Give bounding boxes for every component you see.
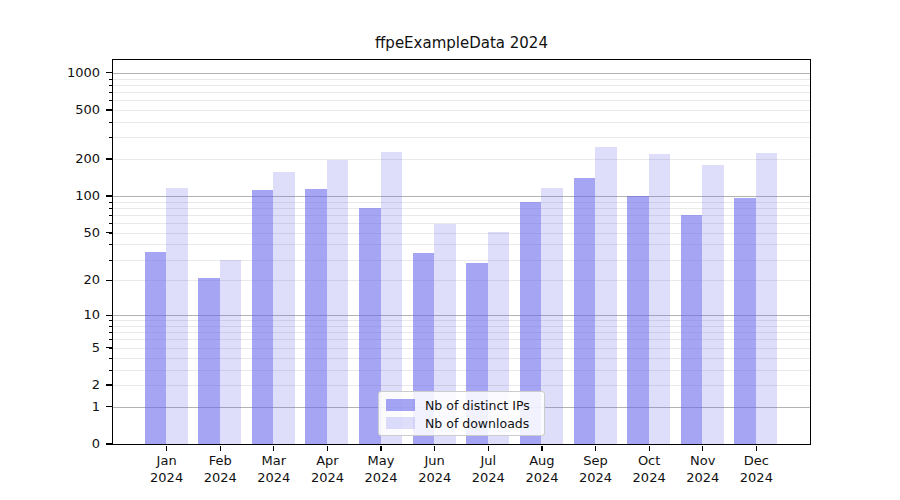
gridline-minor: [113, 137, 810, 138]
x-tick-year: 2024: [724, 470, 788, 487]
y-tick-label: 100: [40, 188, 100, 204]
x-axis-tick: [380, 446, 381, 451]
bar-downloads-feb: [220, 260, 242, 444]
legend-swatch-distinct-ips-icon: [386, 399, 415, 411]
y-axis-minor-tick: [109, 233, 113, 234]
y-axis-minor-tick: [109, 370, 113, 371]
legend-item-distinct-ips: Nb of distinct IPs: [386, 397, 535, 413]
y-axis-minor-tick: [109, 348, 113, 349]
bar-distinct-ips-oct: [627, 196, 649, 444]
y-axis-tick: [106, 72, 113, 73]
x-axis-tick: [273, 446, 274, 451]
gridline-minor: [113, 110, 810, 111]
bar-downloads-nov: [702, 165, 724, 444]
bar-distinct-ips-feb: [198, 278, 220, 444]
x-axis-tick: [756, 446, 757, 451]
y-tick-label: 10: [40, 307, 100, 323]
chart-title: ffpeExampleData 2024: [113, 34, 810, 52]
legend-label-downloads: Nb of downloads: [425, 416, 529, 431]
plot-area: [113, 60, 810, 444]
bar-downloads-mar: [273, 172, 295, 444]
x-axis-tick: [434, 446, 435, 451]
x-axis-tick: [166, 446, 167, 451]
x-tick-month: Dec: [724, 453, 788, 470]
y-axis-minor-tick: [109, 85, 113, 86]
gridline-minor: [113, 122, 810, 123]
gridline-major: [113, 73, 810, 74]
bar-downloads-sep: [595, 147, 617, 444]
y-axis-minor-tick: [109, 332, 113, 333]
y-axis-minor-tick: [109, 159, 113, 160]
y-tick-label: 5: [40, 340, 100, 356]
y-axis-minor-tick: [109, 79, 113, 80]
x-axis-tick: [220, 446, 221, 451]
y-axis-minor-tick: [109, 358, 113, 359]
y-tick-label: 500: [40, 102, 100, 118]
bar-distinct-ips-dec: [734, 198, 756, 444]
y-axis-minor-tick: [109, 385, 113, 386]
bar-distinct-ips-sep: [574, 178, 596, 444]
bar-downloads-jan: [166, 188, 188, 444]
legend: Nb of distinct IPs Nb of downloads: [378, 391, 545, 436]
y-axis-minor-tick: [109, 320, 113, 321]
legend-label-distinct-ips: Nb of distinct IPs: [425, 398, 530, 413]
y-axis-minor-tick: [109, 326, 113, 327]
y-axis-minor-tick: [109, 339, 113, 340]
chart-figure: ffpeExampleData 2024 0 1 2 5 10 20 50 100 200 500…: [0, 0, 900, 500]
y-tick-label: 1: [40, 399, 100, 415]
bar-downloads-apr: [327, 160, 349, 444]
y-axis-minor-tick: [109, 223, 113, 224]
bar-distinct-ips-jan: [145, 252, 167, 445]
y-axis-minor-tick: [109, 137, 113, 138]
gridline-minor: [113, 92, 810, 93]
y-tick-label: 1000: [40, 65, 100, 81]
y-tick-label: 200: [40, 151, 100, 167]
gridline-minor: [113, 79, 810, 80]
y-tick-label: 0: [40, 436, 100, 452]
x-axis-tick: [649, 446, 650, 451]
x-axis-tick: [595, 446, 596, 451]
y-tick-label: 50: [40, 225, 100, 241]
x-tick-label-dec: Dec2024: [724, 453, 788, 486]
x-axis-tick: [702, 446, 703, 451]
bar-downloads-dec: [756, 153, 778, 444]
bar-distinct-ips-nov: [681, 215, 703, 444]
y-axis-minor-tick: [109, 92, 113, 93]
y-tick-label: 2: [40, 377, 100, 393]
y-axis-tick: [106, 315, 113, 316]
y-axis-minor-tick: [109, 202, 113, 203]
gridline-minor: [113, 100, 810, 101]
legend-swatch-downloads-icon: [386, 417, 415, 429]
gridline-minor: [113, 85, 810, 86]
y-axis-minor-tick: [109, 122, 113, 123]
x-axis-tick: [327, 446, 328, 451]
y-axis-tick: [106, 443, 113, 444]
y-axis-minor-tick: [109, 280, 113, 281]
y-axis-minor-tick: [109, 110, 113, 111]
y-axis-minor-tick: [109, 260, 113, 261]
y-tick-label: 20: [40, 272, 100, 288]
y-axis-minor-tick: [109, 244, 113, 245]
y-axis-tick: [106, 195, 113, 196]
gridline-minor: [113, 159, 810, 160]
y-axis-minor-tick: [109, 215, 113, 216]
y-axis-tick: [106, 406, 113, 407]
bar-downloads-oct: [649, 154, 671, 444]
y-axis-minor-tick: [109, 100, 113, 101]
bar-distinct-ips-mar: [252, 190, 274, 444]
x-axis-tick: [541, 446, 542, 451]
bar-distinct-ips-apr: [305, 189, 327, 444]
y-axis-minor-tick: [109, 208, 113, 209]
legend-item-downloads: Nb of downloads: [386, 415, 535, 431]
x-axis-tick: [488, 446, 489, 451]
